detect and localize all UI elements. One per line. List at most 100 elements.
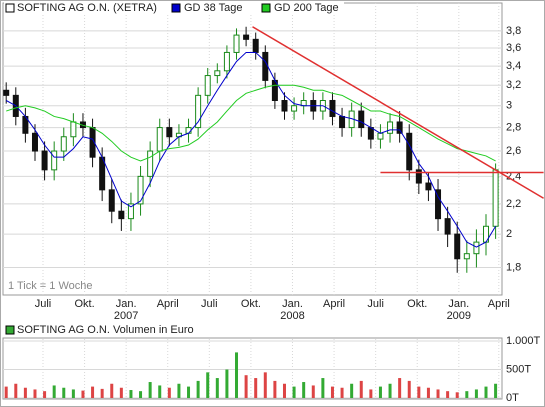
candle-body [425, 182, 432, 191]
x-tick-label: Okt. [74, 298, 94, 310]
x-tick-label: Jan. [448, 298, 469, 310]
volume-bar [321, 378, 325, 398]
volume-bar [378, 386, 382, 398]
x-tick-label: Juli [35, 298, 52, 310]
y-tick-label: 3,2 [506, 79, 521, 91]
volume-bar [244, 375, 248, 398]
candle-body [262, 51, 269, 81]
year-label: 2008 [280, 310, 304, 322]
volume-bar [388, 383, 392, 398]
candle-body [108, 189, 115, 212]
legend-swatch [261, 3, 271, 13]
y-tick-label: 2,6 [506, 145, 521, 157]
x-tick-label: April [323, 298, 345, 310]
x-tick-label: April [157, 298, 179, 310]
volume-bar [187, 386, 191, 398]
annotation: 1 Tick = 1 Woche [8, 280, 92, 292]
volume-bar [225, 369, 229, 398]
x-tick-label: Jan. [282, 298, 303, 310]
y-tick-label: 3,6 [506, 42, 521, 54]
legend-swatch [171, 3, 181, 13]
year-label: 2009 [447, 310, 471, 322]
y-tick-label: 1.000T [506, 335, 541, 347]
volume-bar [62, 387, 66, 398]
volume-bar [139, 391, 143, 398]
volume-bar [14, 383, 18, 398]
volume-bar [4, 386, 8, 398]
candle-body [243, 34, 250, 40]
volume-bar [282, 383, 286, 398]
candle-body [41, 150, 48, 171]
x-tick-label: Juli [367, 298, 384, 310]
y-tick-label: 3,4 [506, 60, 521, 72]
volume-bar [119, 387, 123, 398]
x-tick-label: Okt. [407, 298, 427, 310]
y-tick-label: 0T [506, 392, 519, 404]
candle-body [367, 127, 374, 140]
candle-body [406, 132, 413, 171]
volume-bar [100, 388, 104, 398]
y-tick-label: 2,8 [506, 121, 521, 133]
volume-bar [455, 392, 459, 398]
candle-body [377, 132, 384, 140]
volume-bar [359, 380, 363, 398]
volume-bar [91, 386, 95, 398]
candle-body [147, 150, 154, 177]
volume-bar [340, 387, 344, 398]
candle-body [51, 150, 58, 171]
volume-bar [148, 382, 152, 398]
y-tick-label: 2,4 [506, 170, 521, 182]
candle-body [387, 121, 394, 134]
volume-bar [196, 380, 200, 398]
legend-label: SOFTING AG O.N. (XETRA) [17, 2, 157, 14]
volume-bar [494, 383, 498, 398]
candle-body [118, 210, 125, 220]
price-plot-frame [2, 2, 503, 296]
y-tick-label: 2,2 [506, 198, 521, 210]
volume-bar [43, 391, 47, 398]
candle-body [31, 132, 38, 152]
volume-bar [167, 387, 171, 398]
candle-body [492, 169, 499, 227]
candle-body [473, 241, 480, 255]
volume-bar [465, 391, 469, 398]
candle-body [156, 127, 163, 152]
volume-bar [158, 385, 162, 398]
candle-body [435, 189, 442, 220]
volume-bar [292, 386, 296, 398]
volume-bar [417, 386, 421, 398]
candle-body [166, 127, 173, 138]
candle-body [358, 110, 365, 129]
volume-bar [235, 352, 239, 398]
candle-body [185, 127, 192, 134]
legend-label: GD 38 Tage [184, 2, 243, 14]
volume-bar [407, 380, 411, 398]
volume-bar [81, 390, 85, 398]
volume-bar [177, 383, 181, 398]
volume-bar [426, 387, 430, 398]
moving-average-line [5, 51, 497, 248]
volume-bar [110, 383, 114, 398]
candle-body [415, 169, 422, 184]
volume-bar [273, 380, 277, 398]
candle-body [252, 38, 259, 53]
volume-bar [311, 385, 315, 398]
candle-body [137, 175, 144, 205]
x-tick-label: Okt. [241, 298, 261, 310]
volume-bar [33, 389, 37, 398]
volume-bar [254, 378, 258, 398]
x-tick-label: Juli [201, 298, 218, 310]
volume-bar [330, 386, 334, 398]
volume-bar [23, 387, 27, 398]
y-tick-label: 3 [506, 100, 512, 112]
candle-body [214, 70, 221, 77]
volume-bar [484, 386, 488, 398]
candle-body [233, 34, 240, 53]
x-tick-label: April [488, 298, 510, 310]
candle-body [281, 99, 288, 112]
y-tick-label: 1,8 [506, 261, 521, 273]
volume-title: SOFTING AG O.N. Volumen in Euro [17, 324, 194, 336]
candle-body [454, 233, 461, 260]
x-tick-label: Jan. [116, 298, 137, 310]
volume-bar [71, 389, 75, 398]
